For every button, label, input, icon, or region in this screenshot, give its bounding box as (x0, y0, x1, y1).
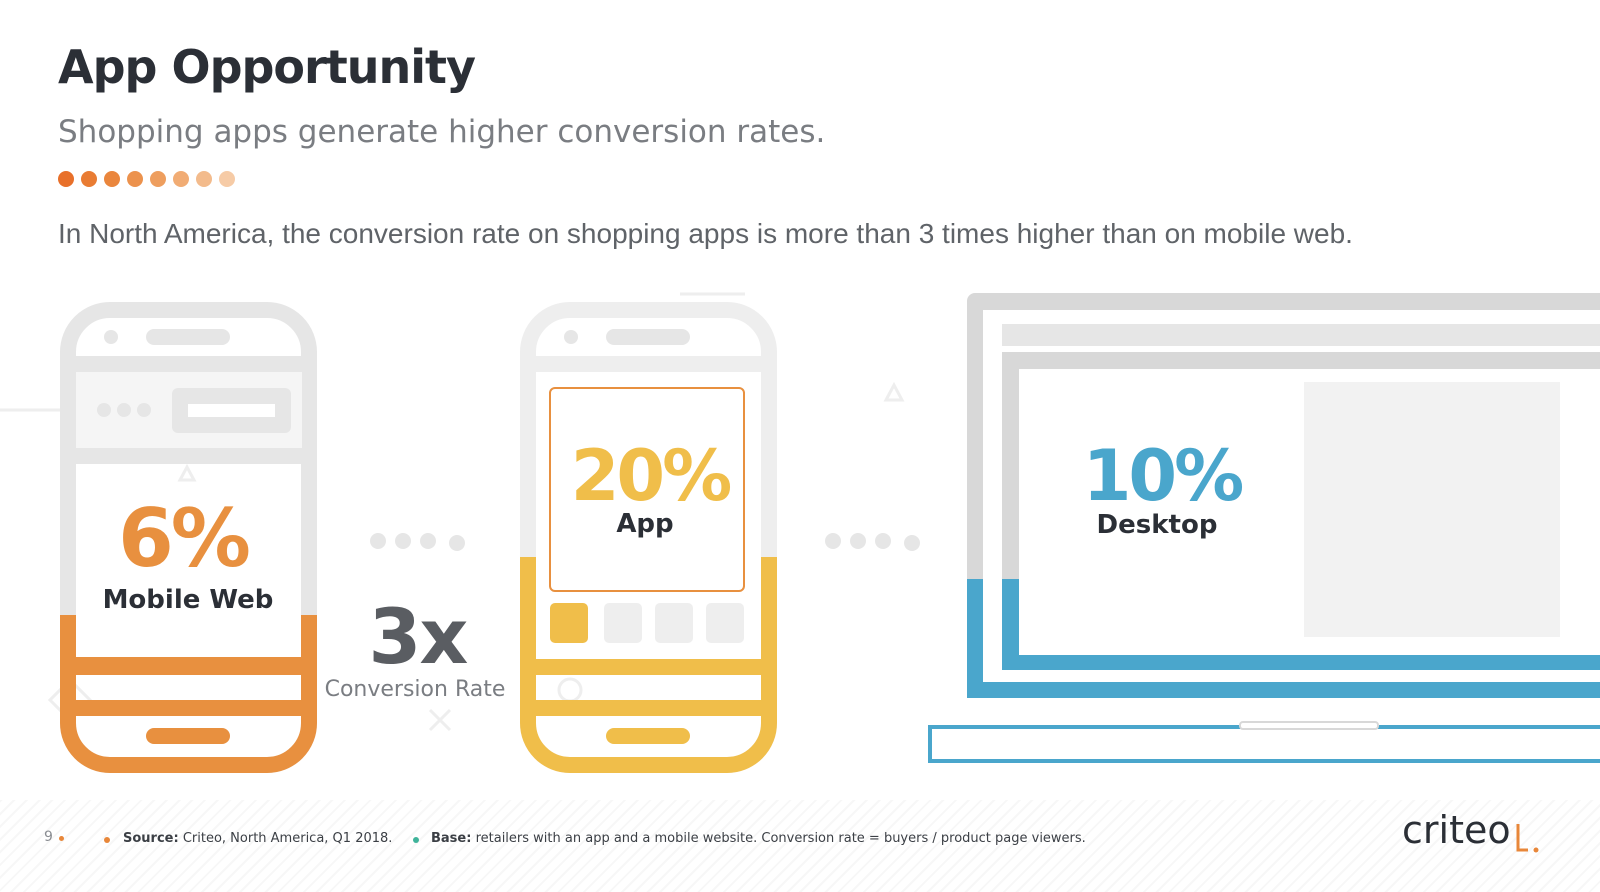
desktop-label: Desktop (1096, 510, 1218, 540)
footer-band (0, 800, 1600, 892)
logo-text: criteo (1402, 808, 1511, 852)
page-number: 9 (44, 829, 53, 845)
desktop-monitor (928, 293, 1600, 763)
desktop-value: 10% (1082, 435, 1245, 517)
decorative-dot (150, 171, 166, 187)
app-label: App (616, 509, 674, 539)
decorative-dot (104, 171, 120, 187)
source-text: Criteo, North America, Q1 2018. (182, 831, 393, 846)
app-value: 20% (570, 435, 733, 517)
criteo-logo: criteo (1402, 808, 1539, 853)
app-phone (520, 302, 777, 773)
device-illustration (0, 292, 1600, 773)
source-label: Source: (123, 831, 179, 846)
decorative-dot (127, 171, 143, 187)
key-statement: In North America, the conversion rate on… (58, 218, 1353, 249)
connector-dots (370, 533, 920, 551)
decorative-dot (58, 171, 74, 187)
decorative-dot (173, 171, 189, 187)
base-label: Base: (431, 831, 472, 846)
decorative-dots (58, 171, 235, 187)
mobile-web-value: 6% (118, 492, 251, 585)
logo-accent-icon (1516, 824, 1539, 853)
multiplier-label: Conversion Rate (324, 677, 506, 702)
decorative-dot (81, 171, 97, 187)
base-bullet (413, 837, 419, 843)
source-note: Source: Criteo, North America, Q1 2018. (123, 831, 392, 846)
decorative-dot (219, 171, 235, 187)
mobile-web-phone (60, 302, 317, 773)
decorative-dot (196, 171, 212, 187)
page-title: App Opportunity (58, 40, 476, 94)
mobile-web-label: Mobile Web (102, 585, 274, 615)
page-number-dot (59, 836, 64, 841)
base-note: Base: retailers with an app and a mobile… (431, 831, 1086, 846)
page-subtitle: Shopping apps generate higher conversion… (58, 114, 826, 150)
base-text: retailers with an app and a mobile websi… (475, 831, 1086, 846)
multiplier-value: 3x (368, 592, 469, 681)
source-bullet (104, 837, 110, 843)
